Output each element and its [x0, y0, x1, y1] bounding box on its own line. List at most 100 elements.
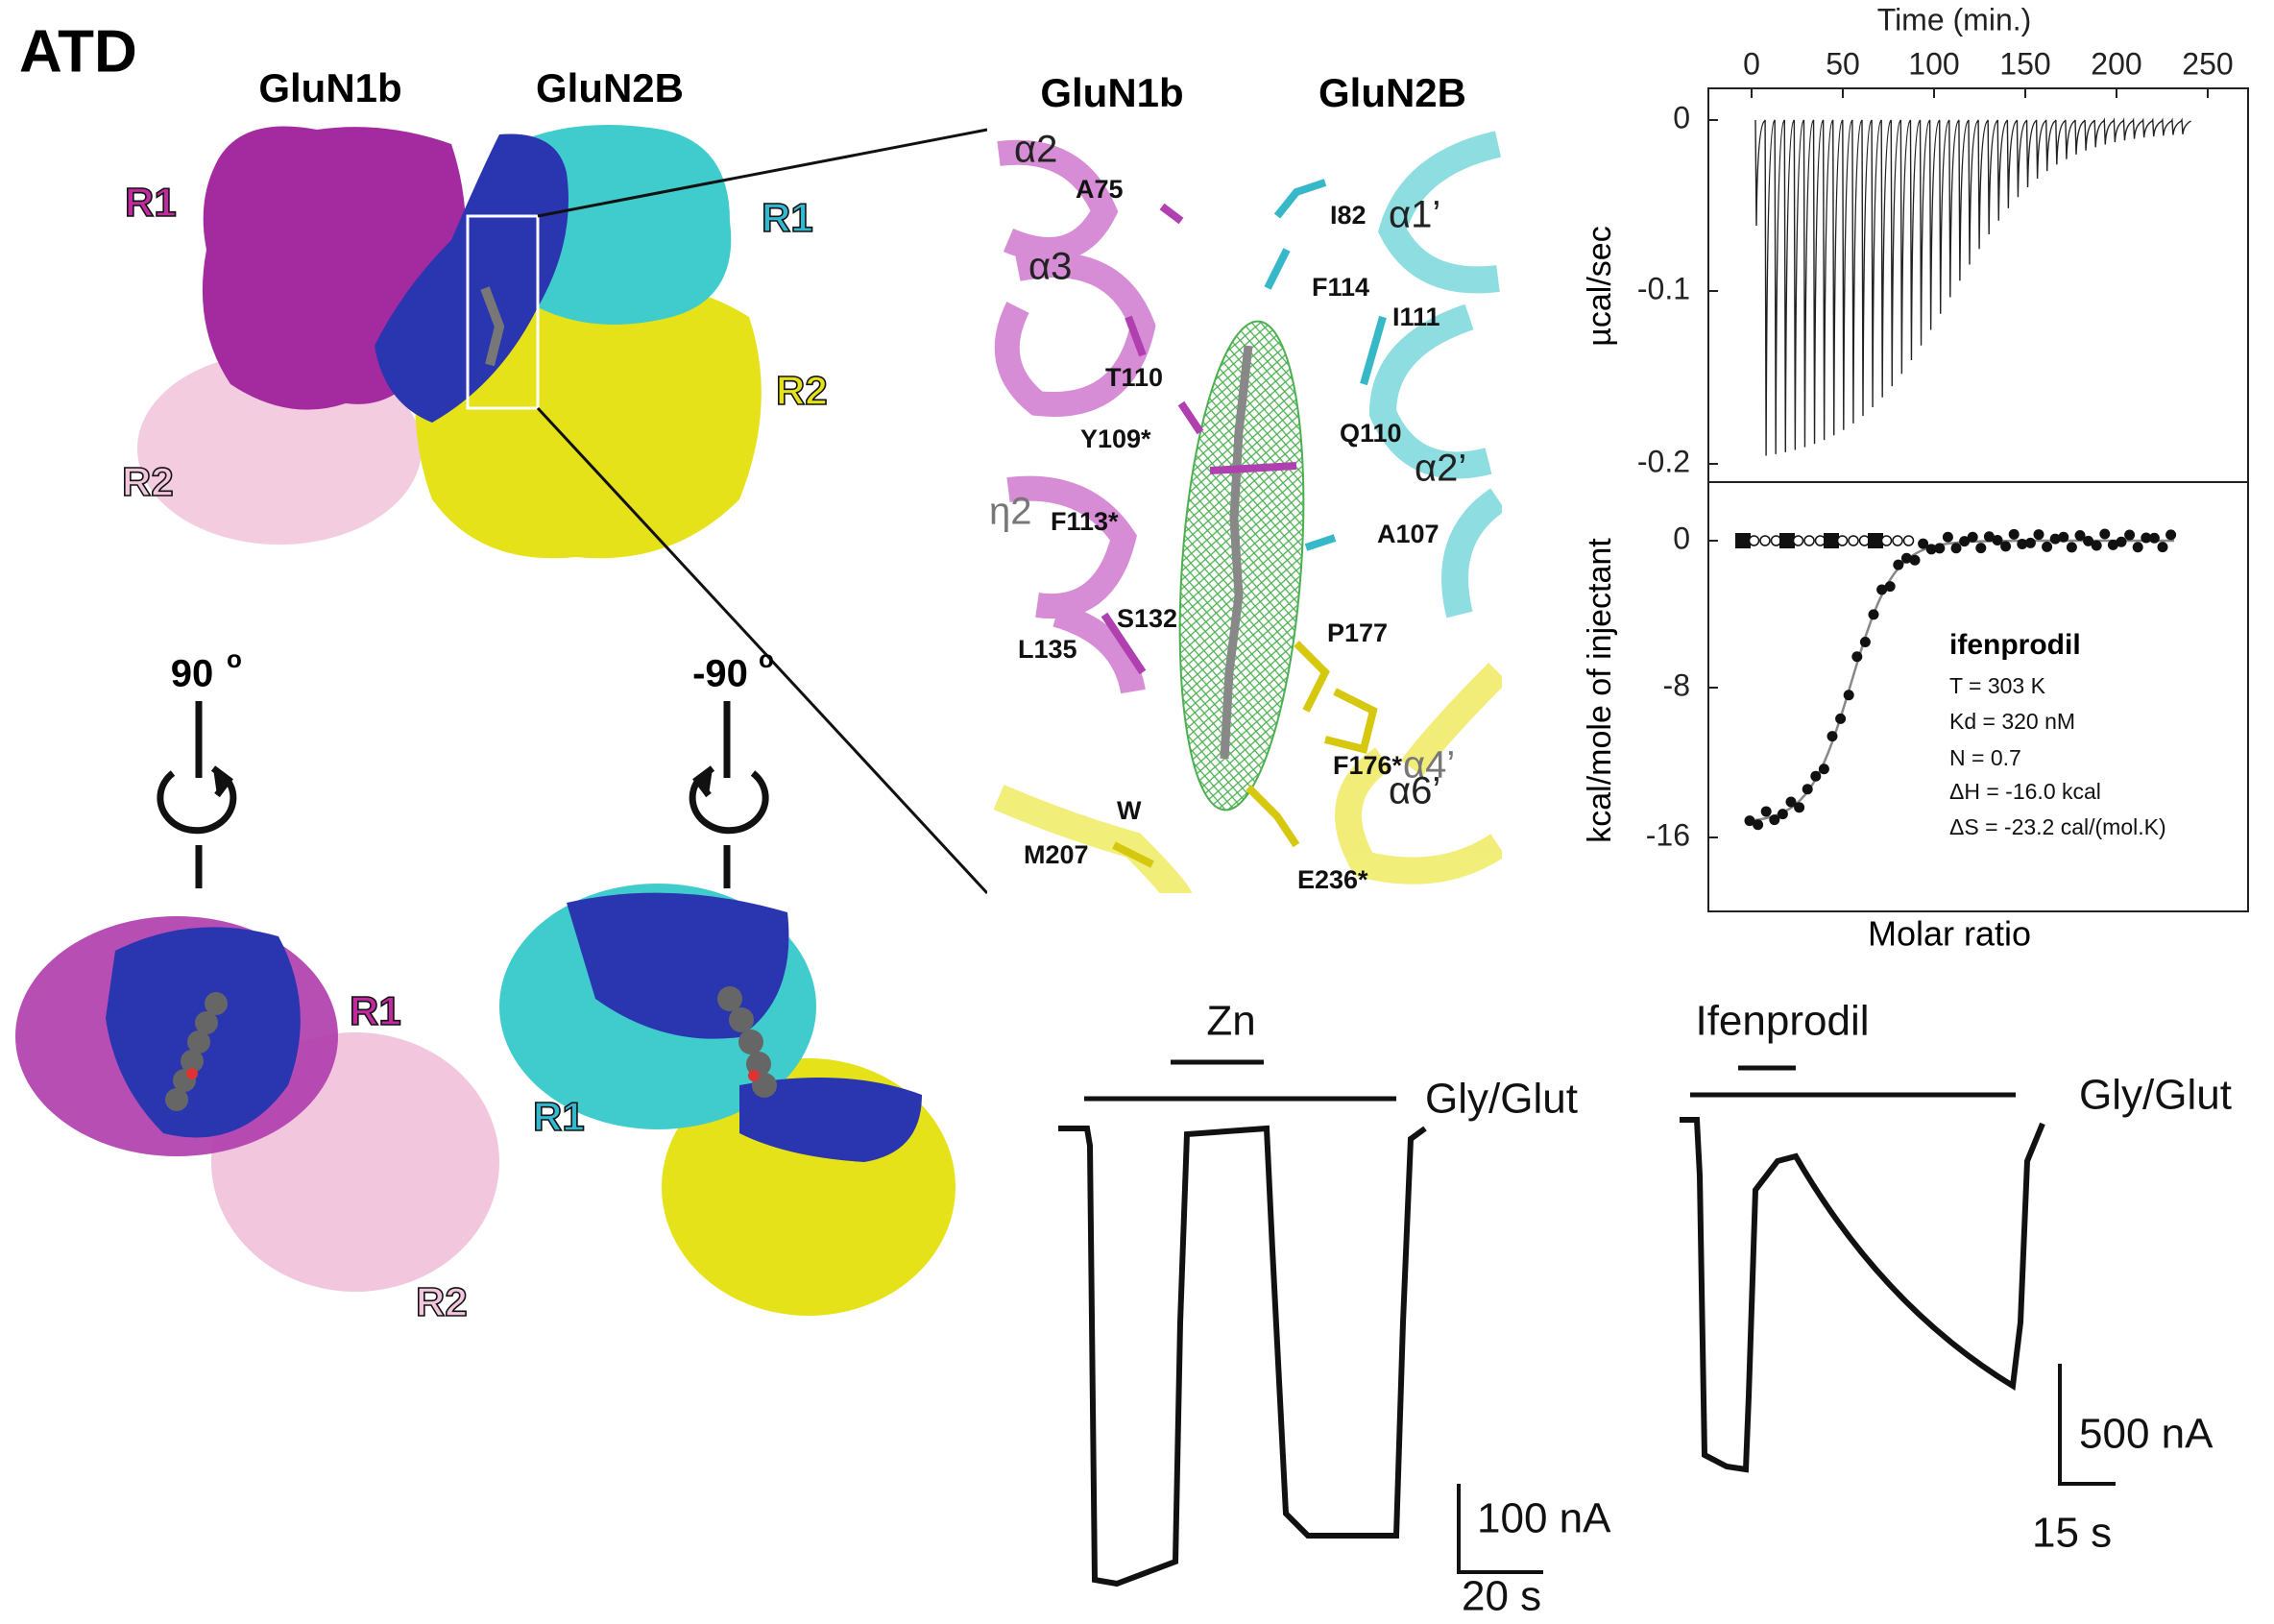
- scale-label: 20 s: [1462, 1573, 1541, 1620]
- binding-site: [987, 130, 1502, 893]
- itc-point: [1959, 536, 1971, 547]
- residue-label: M207: [1024, 840, 1089, 869]
- residue-label: Y109*: [1080, 424, 1151, 453]
- structure-label: α4’: [1403, 744, 1455, 787]
- itc-point: [2116, 536, 2127, 547]
- legend-title: ifenprodil: [1949, 629, 2081, 661]
- itc-point: [2124, 529, 2136, 541]
- residue-label: F114: [1312, 273, 1369, 302]
- itc-point: [1909, 554, 1921, 566]
- itc-point: [1802, 784, 1813, 795]
- rotation-degree: o: [227, 644, 242, 673]
- itc-point: [2148, 532, 2160, 544]
- rotation-angle: -90: [692, 653, 748, 695]
- itc-point: [1810, 770, 1822, 782]
- itc-point: [2066, 542, 2077, 553]
- itc-point: [1785, 796, 1797, 808]
- itc-point: [1876, 584, 1888, 595]
- itc-point: [2165, 529, 2177, 541]
- axis-title: Molar ratio: [1868, 914, 2031, 954]
- rotation-degree: o: [759, 644, 774, 673]
- residue-label: A107: [1377, 520, 1439, 548]
- axis-title: kcal/mole of injectant: [1582, 538, 1618, 843]
- scale-label: 100 nA: [1477, 1495, 1611, 1542]
- itc-point: [1843, 690, 1854, 701]
- control-point: [1902, 535, 1915, 546]
- structure-label: η2: [989, 491, 1032, 533]
- x-tick-label: 150: [1999, 46, 2050, 81]
- itc-point: [2132, 542, 2143, 553]
- itc-point: [1975, 543, 1987, 554]
- itc-point: [1744, 815, 1755, 827]
- itc-point: [1777, 809, 1788, 820]
- itc-point: [2157, 542, 2168, 553]
- subunit-label: GluN1b: [1040, 70, 1183, 115]
- residue-label: F176*: [1333, 751, 1403, 780]
- agonist-label: Gly/Glut: [1425, 1076, 1578, 1123]
- subunit-label: GluN2B: [536, 65, 684, 110]
- control-point: [1759, 535, 1771, 546]
- itc-point: [2074, 530, 2086, 542]
- residue-label: L135: [1018, 635, 1077, 664]
- domain-label: R1: [125, 180, 177, 225]
- structure-label: α2’: [1415, 448, 1466, 490]
- itc-point: [1851, 651, 1863, 663]
- itc-points: [1735, 528, 2177, 831]
- residue-label: A75: [1076, 175, 1124, 204]
- legend-entry: N = 0.7: [1949, 745, 2021, 770]
- y-tick-label: -16: [1646, 817, 1690, 852]
- control-point: [1803, 535, 1815, 546]
- itc-point: [2042, 541, 2053, 552]
- scale-label: 15 s: [2032, 1510, 2112, 1557]
- legend-entry: ΔS = -23.2 cal/(mol.K): [1949, 814, 2166, 839]
- itc-point: [1826, 731, 1838, 742]
- legend-entry: Kd = 320 nM: [1949, 709, 2075, 734]
- control-point: [1892, 535, 1903, 546]
- x-tick-label: 0: [1743, 46, 1760, 81]
- scale-label: 500 nA: [2079, 1411, 2214, 1458]
- x-tick-label: 200: [2091, 46, 2141, 81]
- itc-point: [2017, 538, 2028, 549]
- domain-label: R1: [350, 988, 401, 1033]
- itc-point: [1942, 531, 1953, 543]
- domain-label: R2: [776, 368, 828, 413]
- rotation-angle: 90: [171, 653, 214, 695]
- itc-point: [1983, 531, 1995, 543]
- control-point: [1848, 535, 1859, 546]
- x-tick-label: 100: [1908, 46, 1959, 81]
- itc-point: [1925, 544, 1937, 555]
- itc-point: [1794, 802, 1805, 813]
- control-point: [1836, 535, 1849, 546]
- residue-label: Q110: [1340, 419, 1402, 448]
- itc-point: [1992, 534, 2003, 545]
- panel-label: ATD: [19, 18, 137, 85]
- itc-point: [1893, 559, 1904, 570]
- domain-label: R1: [762, 195, 813, 240]
- structure-label: α1’: [1389, 194, 1440, 236]
- itc-point: [1918, 538, 1929, 549]
- itc-raw-trace: [1754, 117, 2191, 456]
- itc-point: [2000, 541, 2012, 552]
- itc-point: [2107, 539, 2118, 550]
- y-tick-label: 0: [1673, 100, 1690, 134]
- itc-point: [2083, 535, 2094, 546]
- domain-label: R2: [416, 1279, 468, 1324]
- legend-entry: T = 303 K: [1949, 673, 2046, 698]
- control-point: [1748, 535, 1760, 546]
- structure-label: α2: [1014, 129, 1057, 171]
- control-point: [1779, 533, 1795, 548]
- residue-label: W: [1117, 796, 1142, 825]
- legend-entry: ΔH = -16.0 kcal: [1949, 779, 2101, 804]
- itc-point: [2024, 537, 2036, 548]
- y-tick-label: -8: [1663, 667, 1690, 702]
- itc-point: [1760, 806, 1772, 817]
- itc-point: [1884, 581, 1896, 593]
- axis-title: Time (min.): [1877, 2, 2032, 36]
- domain-label: R2: [122, 459, 174, 504]
- control-point: [1868, 533, 1883, 548]
- itc-point: [2058, 531, 2069, 543]
- itc-point: [2033, 529, 2044, 541]
- itc-point: [2099, 528, 2111, 540]
- residue-label: I82: [1330, 201, 1367, 230]
